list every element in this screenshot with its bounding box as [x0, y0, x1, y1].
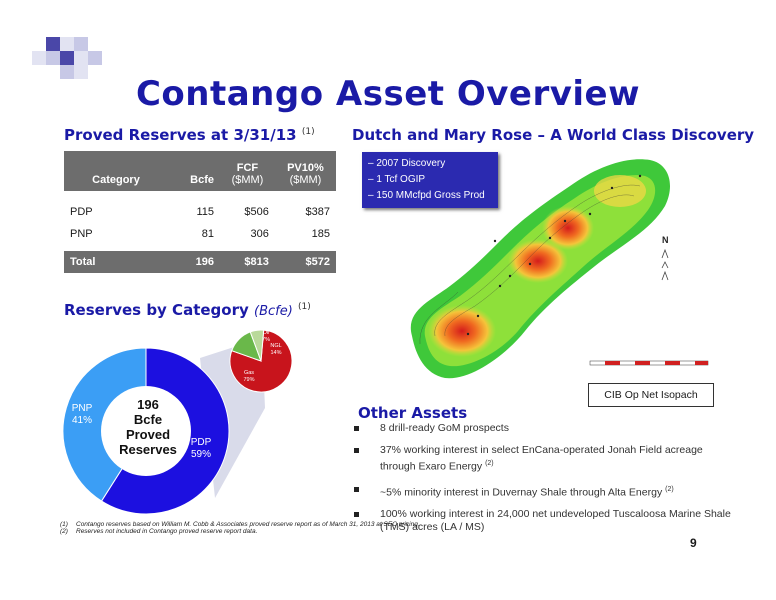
- row-bcfe: 115: [196, 206, 214, 218]
- list-item: 100% working interest in 24,000 net unde…: [352, 508, 732, 534]
- small-pie: [229, 329, 293, 393]
- pdp-pct: 59%: [191, 449, 211, 460]
- total-pv10: $572: [274, 251, 336, 273]
- isopach-hotspot-north: [542, 206, 594, 250]
- header-pv10: PV10% ($MM): [274, 151, 336, 191]
- center-line-1: 196: [137, 397, 159, 412]
- header-bcfe: Bcfe: [168, 151, 220, 191]
- other-assets-list: 8 drill-ready GoM prospects 37% working …: [352, 422, 732, 543]
- page-title: Contango Asset Overview: [135, 74, 641, 114]
- header-category: Category: [64, 151, 168, 191]
- info-line-3: – 150 MMcfpd Gross Prod: [368, 190, 485, 201]
- reserves-by-category-note: (1): [298, 302, 311, 312]
- header-pv10-line1: PV10%: [287, 162, 324, 174]
- other-assets-heading: Other Assets: [358, 404, 468, 422]
- center-line-4: Reserves: [119, 442, 177, 457]
- reserves-by-category-text: Reserves by Category: [64, 301, 249, 319]
- proved-reserves-heading-text: Proved Reserves at 3/31/13: [64, 126, 297, 144]
- isopach-hotspot-northeast: [594, 175, 646, 207]
- proved-reserves-note: (1): [301, 127, 315, 137]
- footnote: (2) Reserves not included in Contango pro…: [60, 528, 660, 535]
- ngl-label: NGL: [270, 343, 281, 349]
- pnp-label: PNP: [72, 403, 93, 414]
- isopach-hotspot-middle: [508, 239, 568, 283]
- table-row: PNP 81 306 185: [64, 223, 336, 245]
- asset-text: 37% working interest in select EnCana-op…: [380, 444, 703, 473]
- row-category: PDP: [70, 206, 93, 218]
- dutch-heading: Dutch and Mary Rose – A World Class Disc…: [352, 126, 755, 144]
- info-line-1: – 2007 Discovery: [368, 158, 446, 169]
- row-pv10: $387: [305, 206, 330, 218]
- footnote-text: Reserves not included in Contango proved…: [76, 528, 258, 535]
- total-category: Total: [64, 251, 168, 273]
- bullet-icon: [354, 426, 359, 431]
- north-label: N: [662, 235, 669, 245]
- row-pv10: 185: [311, 228, 330, 240]
- row-category: PNP: [70, 228, 93, 240]
- asset-text: ~5% minority interest in Duvernay Shale …: [380, 486, 663, 498]
- map-scale-bar: [589, 360, 709, 366]
- table-total-row: Total 196 $813 $572: [64, 251, 336, 273]
- gas-label: Gas: [244, 370, 254, 376]
- footnotes: (1) Contango reserves based on William M.…: [60, 521, 660, 535]
- row-bcfe: 81: [201, 228, 214, 240]
- pdp-label: PDP: [191, 437, 212, 448]
- bullet-icon: [354, 448, 359, 453]
- bullet-icon: [354, 512, 359, 517]
- asset-text: 8 drill-ready GoM prospects: [380, 422, 509, 434]
- header-fcf: FCF ($MM): [220, 151, 275, 191]
- reserves-by-category-unit: (Bcfe): [254, 304, 293, 319]
- header-fcf-line2: ($MM): [231, 174, 264, 186]
- pie-center-hole: [101, 386, 191, 476]
- table-row: PDP 115 $506 $387: [64, 201, 336, 223]
- map-caption: CIB Op Net Isopach: [588, 383, 714, 407]
- info-line-2: – 1 Tcf OGIP: [368, 174, 426, 185]
- header-pv10-line2: ($MM): [289, 174, 322, 186]
- pnp-pct: 41%: [72, 415, 92, 426]
- isopach-map: N: [410, 159, 709, 379]
- oil-pct: 7%: [262, 337, 270, 343]
- isopach-hotspot-south: [428, 305, 496, 357]
- discovery-info-box: – 2007 Discovery – 1 Tcf OGIP – 150 MMcf…: [362, 152, 498, 208]
- total-bcfe: 196: [168, 251, 220, 273]
- contour-lines: [419, 184, 641, 345]
- footnote: (1) Contango reserves based on William M.…: [60, 521, 660, 528]
- list-item: 8 drill-ready GoM prospects: [352, 422, 732, 435]
- center-line-3: Proved: [126, 427, 170, 442]
- total-fcf: $813: [220, 251, 275, 273]
- header-fcf-line1: FCF: [236, 162, 259, 174]
- gas-pct: 79%: [243, 377, 254, 383]
- page-number: 9: [690, 536, 697, 550]
- footnote-text: Contango reserves based on William M. Co…: [76, 521, 420, 528]
- oil-label: Oil: [263, 330, 270, 336]
- bullet-icon: [354, 486, 359, 492]
- ngl-pct: 14%: [270, 350, 281, 356]
- pie-slice-oil: [249, 329, 265, 362]
- asset-text: 100% working interest in 24,000 net unde…: [380, 508, 731, 533]
- reserves-by-category-heading: Reserves by Category (Bcfe) (1): [64, 301, 311, 319]
- footnote-num: (1): [60, 521, 68, 528]
- list-item: 37% working interest in select EnCana-op…: [352, 444, 732, 474]
- row-fcf: $506: [244, 206, 269, 218]
- proved-reserves-heading: Proved Reserves at 3/31/13 (1): [64, 126, 315, 144]
- asset-note: (2): [485, 460, 494, 467]
- table-header-row: Category Bcfe FCF ($MM) PV10% ($MM): [64, 151, 336, 191]
- well-markers: [466, 174, 642, 336]
- list-item: ~5% minority interest in Duvernay Shale …: [352, 483, 732, 500]
- center-line-2: Bcfe: [134, 412, 162, 427]
- asset-note: (2): [665, 485, 674, 493]
- row-fcf: 306: [250, 228, 269, 240]
- north-arrow-icon: [661, 248, 669, 281]
- footnote-num: (2): [60, 528, 68, 535]
- reserves-pie-charts: 196 Bcfe Proved Reserves PNP 41% PDP 59%…: [62, 329, 293, 515]
- proved-reserves-table: Category Bcfe FCF ($MM) PV10% ($MM) PDP …: [64, 151, 336, 273]
